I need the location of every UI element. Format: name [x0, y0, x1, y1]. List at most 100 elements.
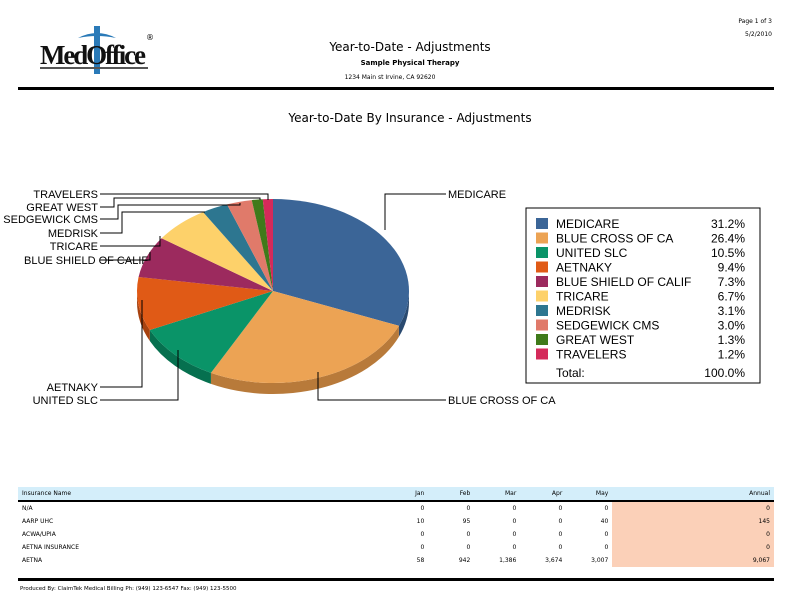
- table-cell: 0: [558, 505, 563, 512]
- leader-line: [100, 211, 205, 234]
- slice-label: BLUE CROSS OF CA: [448, 395, 556, 407]
- table-cell: 942: [458, 557, 471, 564]
- legend-swatch: [536, 261, 548, 273]
- legend-swatch: [536, 276, 548, 287]
- legend-label: BLUE CROSS OF CA: [556, 232, 673, 246]
- column-header: May: [566, 487, 613, 502]
- table-cell: 0: [612, 541, 774, 554]
- column-header: Feb: [428, 487, 475, 502]
- leader-line: [100, 197, 261, 208]
- slice-label: TRICARE: [50, 241, 98, 253]
- leader-line: [384, 193, 446, 230]
- table-cell: 0: [558, 518, 563, 525]
- leader-line: [100, 236, 161, 247]
- table-cell: 40: [600, 518, 609, 525]
- legend-label: TRICARE: [556, 290, 609, 304]
- table-cell: 0: [604, 505, 609, 512]
- table-cell: 0: [466, 505, 471, 512]
- table-row: N/A 0 0 0 0 0 0: [18, 501, 774, 515]
- slice-label: MEDICARE: [448, 189, 506, 201]
- table-cell: 0: [466, 544, 471, 551]
- legend-label: TRAVELERS: [556, 348, 626, 362]
- table-cell: 0: [512, 544, 517, 551]
- practice-address: 1234 Main st Irvine, CA 92620: [344, 74, 436, 81]
- legend-swatch: [536, 319, 548, 331]
- pie-slice: [136, 277, 273, 331]
- slice-label: BLUE SHIELD OF CALIF: [24, 255, 148, 267]
- legend-value: 3.1%: [718, 304, 746, 318]
- chart-title: Year-to-Date By Insurance - Adjustments: [288, 111, 532, 125]
- table-cell: AARP UHC: [22, 518, 54, 525]
- table-cell: 9,067: [612, 554, 774, 567]
- table-row: AETNA 58 942 1,386 3,674 3,007 9,067: [18, 554, 774, 567]
- leader-line: [100, 300, 143, 388]
- pie-slice: [262, 199, 273, 291]
- column-header: Annual: [612, 487, 774, 502]
- legend-value: 7.3%: [718, 275, 746, 289]
- legend-value: 3.0%: [718, 319, 746, 333]
- table-row: AARP UHC 10 95 0 0 40 145: [18, 515, 774, 528]
- table-cell: 0: [420, 544, 425, 551]
- legend-value: 31.2%: [711, 217, 745, 231]
- legend-value: 1.2%: [718, 348, 746, 362]
- table-cell: ACWA/UPIA: [22, 531, 56, 538]
- legend-label: MEDICARE: [556, 217, 619, 231]
- legend-label: SEDGEWICK CMS: [556, 319, 659, 333]
- leader-line: [100, 350, 179, 401]
- pie-slice: [149, 291, 273, 373]
- leader-line: [100, 252, 151, 261]
- column-header: Mar: [474, 487, 521, 502]
- table-cell: 0: [512, 505, 517, 512]
- svg-text:®: ®: [146, 33, 154, 42]
- table-cell: 0: [466, 531, 471, 538]
- table-cell: 0: [558, 544, 563, 551]
- table-cell: 145: [612, 515, 774, 528]
- table-cell: 0: [604, 531, 609, 538]
- leader-line: [317, 372, 446, 401]
- legend-total-value: 100.0%: [704, 366, 745, 380]
- pie-slice-side: [137, 291, 150, 342]
- column-header: Jan: [382, 487, 429, 502]
- table-cell: 58: [416, 557, 425, 564]
- legend-label: AETNAKY: [556, 261, 612, 275]
- table-cell: 0: [420, 505, 425, 512]
- pie-slice: [138, 238, 273, 291]
- legend-label: MEDRISK: [556, 304, 611, 318]
- legend-label: GREAT WEST: [556, 333, 635, 347]
- legend-label: BLUE SHIELD OF CALIF: [556, 275, 691, 289]
- report-title: Year-to-Date - Adjustments: [329, 40, 491, 54]
- legend-value: 26.4%: [711, 232, 745, 246]
- table-row: ACWA/UPIA 0 0 0 0 0 0: [18, 528, 774, 541]
- slice-label: SEDGEWICK CMS: [3, 214, 98, 226]
- table-cell: 0: [612, 528, 774, 541]
- legend-value: 6.7%: [718, 290, 746, 304]
- table-cell: 0: [612, 501, 774, 515]
- legend-value: 10.5%: [711, 246, 745, 260]
- pie-slice: [161, 212, 273, 291]
- pie-slice-side: [210, 325, 399, 395]
- table-cell: 0: [558, 531, 563, 538]
- legend-swatch: [536, 218, 548, 229]
- legend-value: 1.3%: [718, 333, 746, 347]
- table-cell: 10: [416, 518, 425, 525]
- legend-swatch: [536, 247, 548, 258]
- column-header: Insurance Name: [18, 487, 383, 502]
- table-cell: AETNA INSURANCE: [22, 544, 80, 551]
- table-cell: 0: [512, 531, 517, 538]
- table-cell: 3,007: [591, 557, 609, 564]
- legend-swatch: [536, 348, 548, 360]
- pie-slice: [273, 199, 409, 326]
- practice-name: Sample Physical Therapy: [360, 59, 460, 67]
- adjustments-table: Insurance Name Jan Feb Mar Apr May Annual N/A 0 0…: [18, 487, 774, 567]
- table-cell: 0: [604, 544, 609, 551]
- legend-swatch: [536, 290, 548, 302]
- pie-slice: [226, 200, 273, 291]
- legend-swatch: [536, 334, 548, 345]
- table-cell: 0: [512, 518, 517, 525]
- pie-slice: [210, 291, 399, 384]
- table-cell: 3,674: [545, 557, 563, 564]
- slice-label: UNITED SLC: [33, 395, 98, 407]
- slice-label: GREAT WEST: [26, 202, 98, 214]
